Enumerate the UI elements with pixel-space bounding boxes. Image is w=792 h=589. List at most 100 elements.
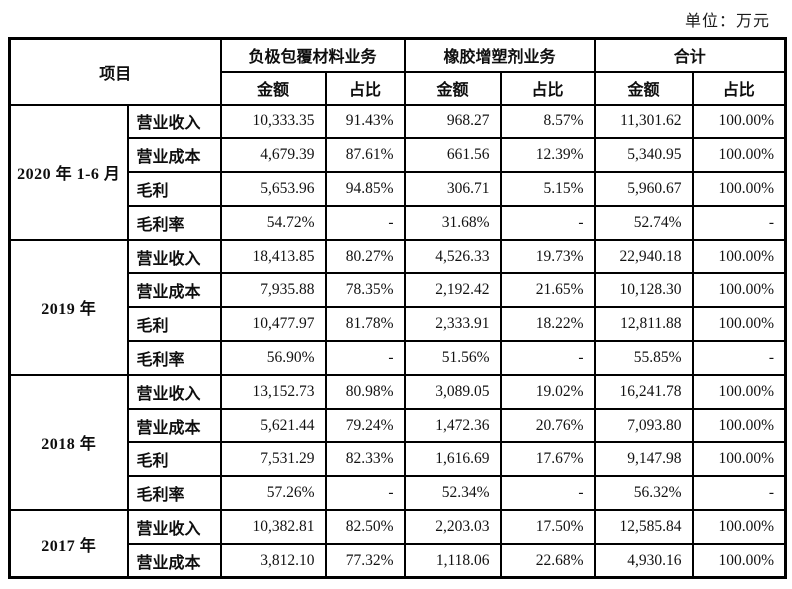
- value-cell: 77.32%: [324, 542, 406, 579]
- value-cell: 20.76%: [499, 407, 596, 444]
- table-row: 毛利率 56.90% -51.56% -55.85% -: [10, 340, 787, 376]
- value-cell: 82.50%: [324, 509, 406, 545]
- value-cell: 5.15%: [499, 171, 596, 207]
- value-cell: 100.00%: [691, 306, 787, 343]
- value-cell: 52.34%: [403, 475, 502, 512]
- value-cell: 12,811.88: [593, 306, 694, 343]
- header-row-subcolumns: 金额 占比 金额 占比 金额 占比: [10, 70, 787, 106]
- row-label-cell: 营业成本: [126, 407, 222, 444]
- table-row: 营业成本 7,935.88 78.35% 2,192.42 21.65% 10,128.3…: [10, 272, 787, 309]
- value-cell: 18,413.85: [219, 238, 327, 275]
- value-cell: 12.39%: [499, 137, 596, 174]
- header-row-groups: 项目 负极包覆材料业务 橡胶增塑剂业务 合计: [8, 37, 787, 106]
- header-group-total: 合计: [593, 37, 787, 73]
- row-label-cell: 营业成本: [126, 542, 222, 579]
- row-label-cell: 毛利率: [126, 204, 222, 241]
- table-row: 毛利率 54.72% -31.68% -52.74% -: [10, 204, 787, 241]
- value-cell: 100.00%: [691, 407, 787, 444]
- value-cell: 100.00%: [691, 238, 787, 275]
- row-label-cell: 营业收入: [126, 238, 222, 275]
- value-cell: 4,930.16: [593, 542, 694, 579]
- value-cell: -: [499, 340, 596, 376]
- value-cell: 5,621.44: [219, 407, 327, 444]
- value-cell: 100.00%: [691, 509, 787, 545]
- value-cell: 19.73%: [499, 238, 596, 275]
- value-cell: 78.35%: [324, 272, 406, 309]
- header-share-anode: 占比: [324, 70, 406, 106]
- row-label-cell: 营业收入: [126, 373, 222, 410]
- value-cell: 21.65%: [499, 272, 596, 309]
- period-cell: 2017 年: [8, 509, 129, 579]
- value-cell: 1,616.69: [403, 441, 502, 478]
- value-cell: 79.24%: [324, 407, 406, 444]
- value-cell: 5,653.96: [219, 171, 327, 207]
- value-cell: 7,531.29: [219, 441, 327, 478]
- value-cell: 80.98%: [324, 373, 406, 410]
- value-cell: 10,333.35: [219, 103, 327, 140]
- row-label-cell: 营业收入: [126, 103, 222, 140]
- value-cell: -: [324, 204, 406, 241]
- value-cell: 2,203.03: [403, 509, 502, 545]
- header-amount-anode: 金额: [219, 70, 327, 106]
- period-cell: 2020 年 1-6 月: [8, 103, 129, 241]
- value-cell: 12,585.84: [593, 509, 694, 545]
- row-label-cell: 毛利: [126, 306, 222, 343]
- row-label-cell: 营业收入: [126, 509, 222, 545]
- period-cell: 2018 年: [8, 373, 129, 512]
- value-cell: -: [691, 204, 787, 241]
- value-cell: 52.74%: [593, 204, 694, 241]
- value-cell: 100.00%: [691, 542, 787, 579]
- value-cell: 3,812.10: [219, 542, 327, 579]
- header-group-anode-coating-business: 负极包覆材料业务: [219, 37, 406, 73]
- value-cell: 8.57%: [499, 103, 596, 140]
- value-cell: 2,192.42: [403, 272, 502, 309]
- value-cell: 306.71: [403, 171, 502, 207]
- value-cell: 55.85%: [593, 340, 694, 376]
- table-row: 2018 年营业收入 13,152.73 80.98% 3,089.05 19.02% 1…: [8, 373, 787, 512]
- header-amount-total: 金额: [593, 70, 694, 106]
- value-cell: 22,940.18: [593, 238, 694, 275]
- value-cell: 100.00%: [691, 171, 787, 207]
- value-cell: 4,526.33: [403, 238, 502, 275]
- value-cell: 54.72%: [219, 204, 327, 241]
- value-cell: 100.00%: [691, 103, 787, 140]
- value-cell: 91.43%: [324, 103, 406, 140]
- table-row: 毛利 5,653.96 94.85% 306.71 5.15% 5,960.67 100.0…: [10, 171, 787, 207]
- value-cell: 11,301.62: [593, 103, 694, 140]
- value-cell: 13,152.73: [219, 373, 327, 410]
- value-cell: 2,333.91: [403, 306, 502, 343]
- header-amount-rubber: 金额: [403, 70, 502, 106]
- value-cell: 968.27: [403, 103, 502, 140]
- value-cell: -: [499, 475, 596, 512]
- row-label-cell: 毛利率: [126, 475, 222, 512]
- value-cell: 57.26%: [219, 475, 327, 512]
- value-cell: 56.90%: [219, 340, 327, 376]
- value-cell: -: [324, 340, 406, 376]
- value-cell: 5,960.67: [593, 171, 694, 207]
- period-cell: 2019 年: [8, 238, 129, 376]
- value-cell: 100.00%: [691, 441, 787, 478]
- value-cell: 17.67%: [499, 441, 596, 478]
- row-label-cell: 毛利: [126, 441, 222, 478]
- value-cell: -: [324, 475, 406, 512]
- value-cell: 100.00%: [691, 373, 787, 410]
- row-label-cell: 营业成本: [126, 137, 222, 174]
- table-row: 毛利 10,477.97 81.78% 2,333.91 18.22% 12,811.88…: [10, 306, 787, 343]
- value-cell: 100.00%: [691, 272, 787, 309]
- table-row: 2019 年营业收入 18,413.85 80.27% 4,526.33 19.73% 2…: [8, 238, 787, 376]
- value-cell: 19.02%: [499, 373, 596, 410]
- row-label-cell: 毛利: [126, 171, 222, 207]
- value-cell: 3,089.05: [403, 373, 502, 410]
- row-label-cell: 毛利率: [126, 340, 222, 376]
- value-cell: -: [499, 204, 596, 241]
- segment-financials-table: 项目 负极包覆材料业务 橡胶增塑剂业务 合计 金额 占比 金额 占比 金额 占比…: [8, 37, 788, 580]
- value-cell: 94.85%: [324, 171, 406, 207]
- table-row: 营业成本 5,621.44 79.24% 1,472.36 20.76% 7,093.80…: [10, 407, 787, 444]
- value-cell: 80.27%: [324, 238, 406, 275]
- value-cell: 9,147.98: [593, 441, 694, 478]
- value-cell: 17.50%: [499, 509, 596, 545]
- table-row: 营业成本 3,812.10 77.32% 1,118.06 22.68% 4,930.16…: [10, 542, 787, 579]
- table-body: 2020 年 1-6 月营业收入 10,333.35 91.43% 968.27 8.5…: [8, 103, 787, 579]
- value-cell: 100.00%: [691, 137, 787, 174]
